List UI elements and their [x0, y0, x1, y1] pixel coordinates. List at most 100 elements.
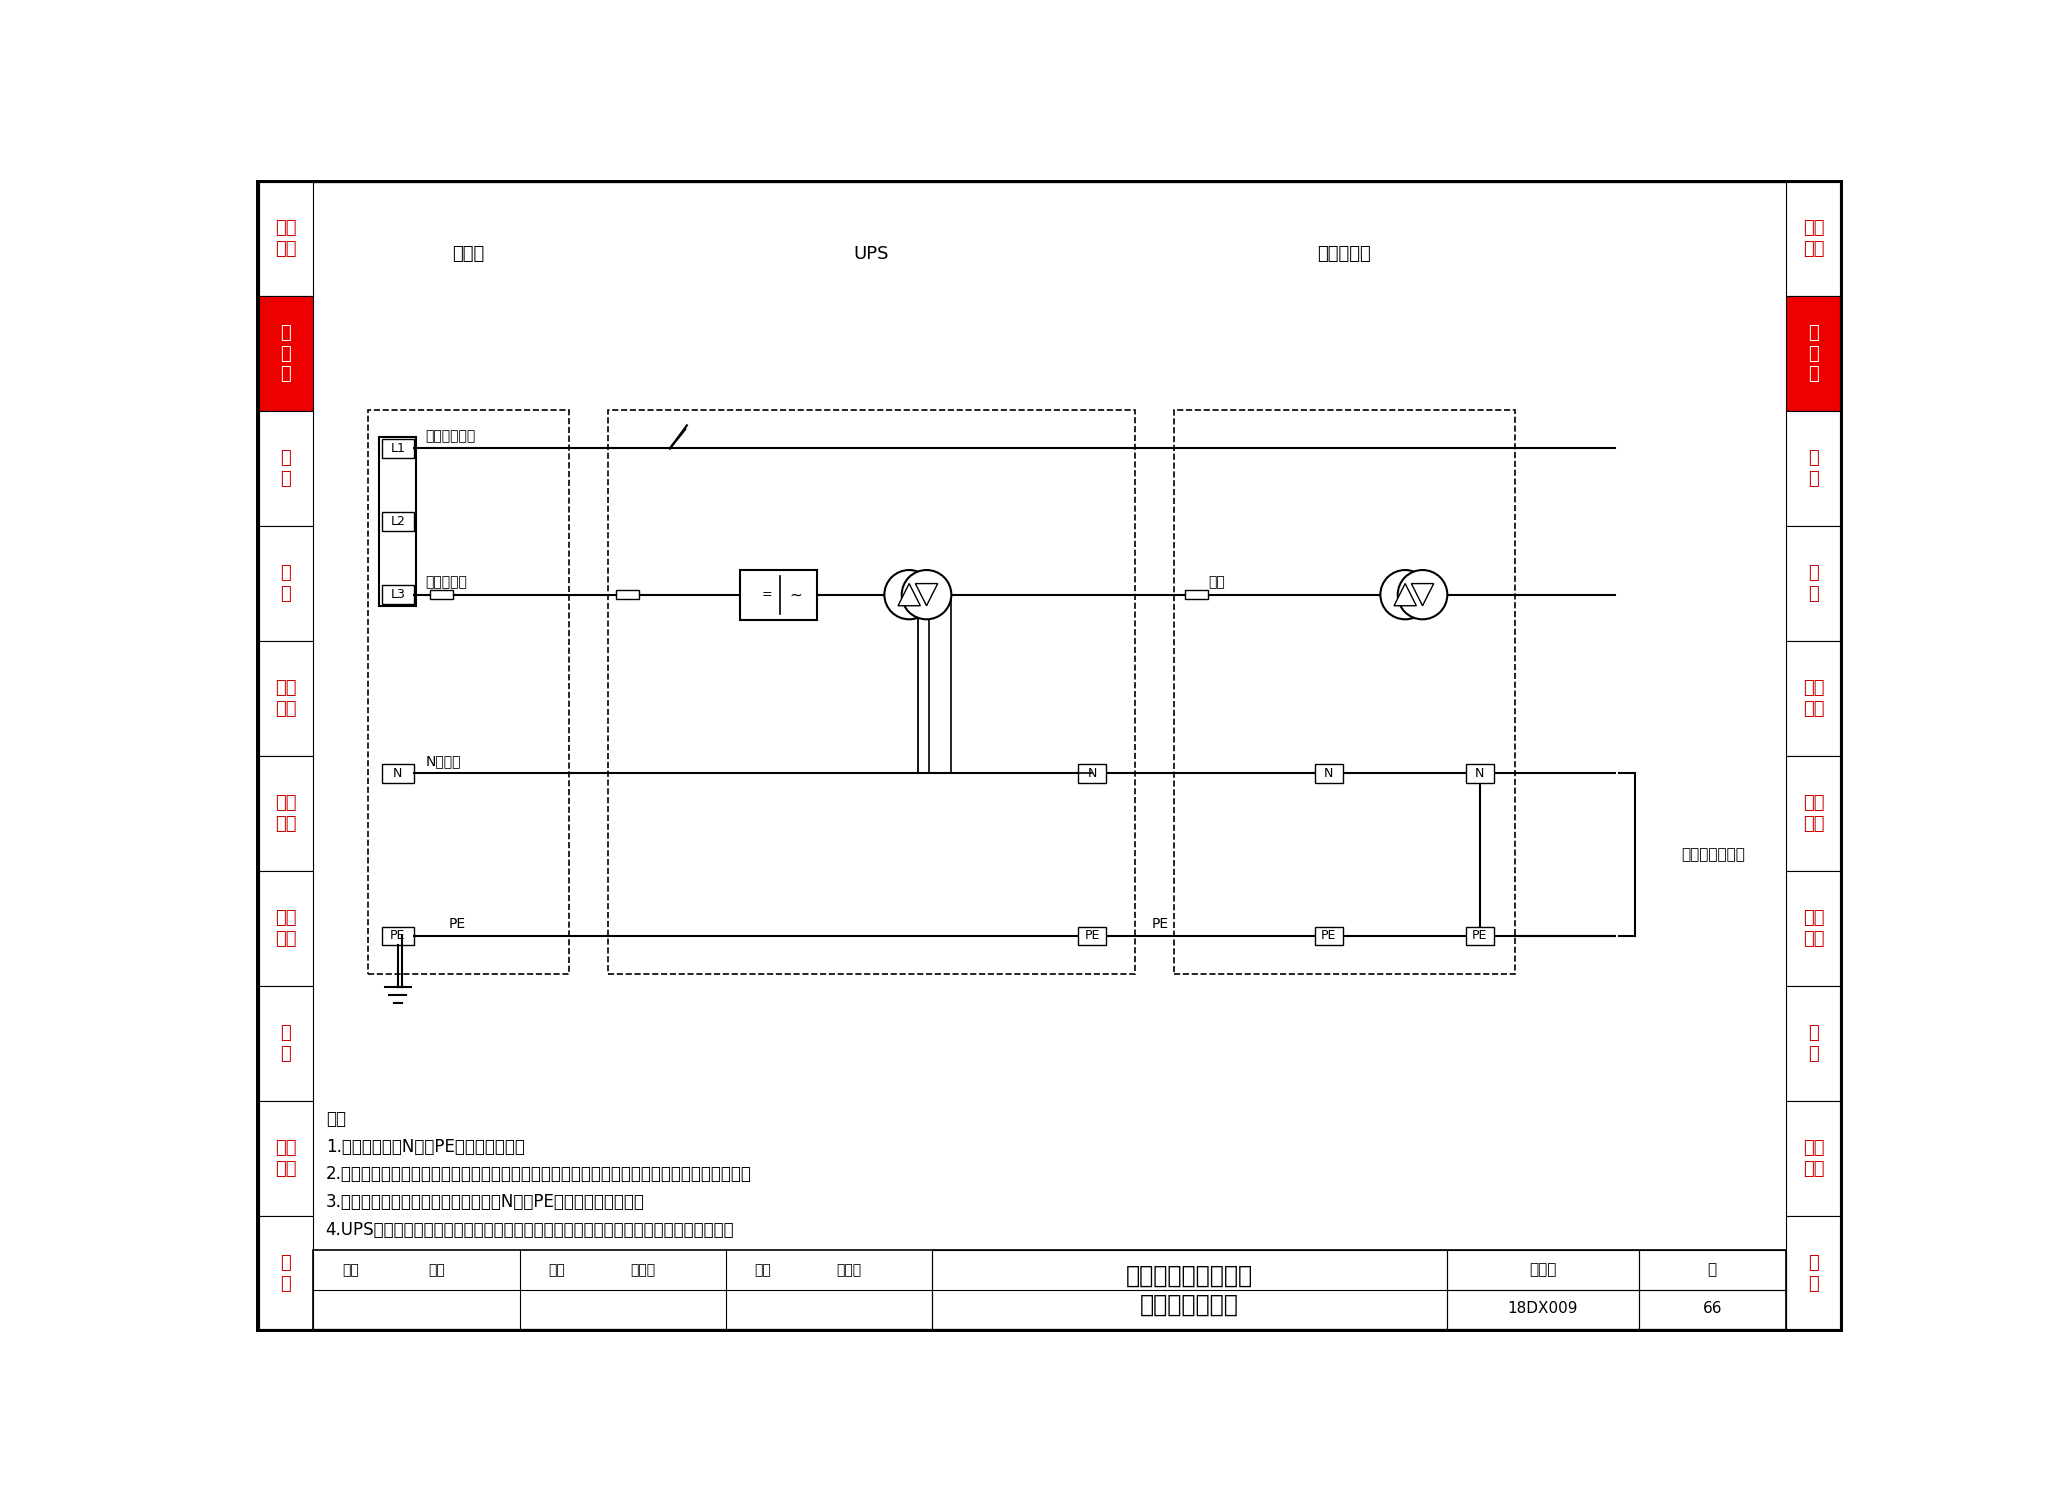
Text: L2: L2 — [391, 515, 406, 528]
Bar — [1786, 525, 1841, 641]
Bar — [1174, 410, 1516, 975]
Bar — [1786, 296, 1841, 412]
Bar — [608, 410, 1135, 975]
Bar — [258, 987, 313, 1100]
Bar — [381, 585, 414, 603]
Text: 接
地: 接 地 — [1808, 449, 1819, 488]
Text: 66: 66 — [1702, 1301, 1722, 1316]
Bar — [258, 641, 313, 756]
Text: UPS: UPS — [854, 246, 889, 263]
Bar — [1466, 927, 1493, 945]
Bar — [1638, 1250, 1786, 1331]
Text: 三相主输入: 三相主输入 — [426, 575, 467, 590]
Text: 4.UPS设备在逆变器输出侧设置隔离变压器，使逆变器中性点接地，并与旁路电源隔离。: 4.UPS设备在逆变器输出侧设置隔离变压器，使逆变器中性点接地，并与旁路电源隔离… — [326, 1222, 735, 1240]
Bar — [1186, 590, 1208, 599]
Text: 供
配
电: 供 配 电 — [281, 323, 291, 383]
Bar — [1466, 763, 1493, 783]
Text: 电磁
屏蔽: 电磁 屏蔽 — [274, 793, 297, 832]
Circle shape — [885, 570, 934, 620]
Text: 孙兰: 孙兰 — [428, 1263, 444, 1277]
Text: L1: L1 — [391, 442, 406, 455]
Circle shape — [1380, 570, 1430, 620]
Bar — [258, 1216, 313, 1331]
Circle shape — [901, 570, 952, 620]
Text: 接电子信息设备: 接电子信息设备 — [1681, 847, 1745, 862]
Bar — [1786, 181, 1841, 296]
Text: 空气
调节: 空气 调节 — [1802, 909, 1825, 948]
Text: N: N — [393, 766, 403, 780]
Text: 工程
示例: 工程 示例 — [274, 1139, 297, 1178]
Text: 附
录: 附 录 — [281, 1254, 291, 1293]
Text: 18DX009: 18DX009 — [1507, 1301, 1579, 1316]
Text: 消
防: 消 防 — [1808, 1024, 1819, 1063]
Text: 钟景华: 钟景华 — [838, 1263, 862, 1277]
Text: 变电所: 变电所 — [453, 246, 485, 263]
Text: 建筑
结构: 建筑 结构 — [1802, 219, 1825, 257]
Text: 监
控: 监 控 — [281, 564, 291, 603]
Text: 消
防: 消 防 — [281, 1024, 291, 1063]
Text: N线旁路: N线旁路 — [426, 754, 461, 768]
Bar — [1448, 1250, 1638, 1331]
Bar — [1786, 412, 1841, 525]
Text: 昊怀颐: 昊怀颐 — [631, 1263, 655, 1277]
Text: 建筑
结构: 建筑 结构 — [274, 219, 297, 257]
Text: 3.在配电列头柜内装设隔离变压器后，N线与PE线才可短接并接地。: 3.在配电列头柜内装设隔离变压器后，N线与PE线才可短接并接地。 — [326, 1193, 645, 1211]
Text: 三相旁路输入: 三相旁路输入 — [426, 430, 475, 443]
Bar — [932, 1250, 1448, 1331]
Bar — [381, 439, 414, 458]
Polygon shape — [915, 584, 938, 606]
Text: 1.零地电压是指N线与PE线之间的电压。: 1.零地电压是指N线与PE线之间的电压。 — [326, 1138, 524, 1156]
Text: PE: PE — [1151, 916, 1169, 931]
Text: 校对: 校对 — [549, 1263, 565, 1277]
Text: N: N — [1323, 766, 1333, 780]
Bar — [1079, 763, 1106, 783]
Text: 电磁
屏蔽: 电磁 屏蔽 — [1802, 793, 1825, 832]
Text: 三相: 三相 — [1208, 575, 1225, 590]
Bar — [258, 296, 313, 412]
Text: 设计: 设计 — [754, 1263, 772, 1277]
Circle shape — [1397, 570, 1448, 620]
Bar — [381, 512, 414, 531]
Bar — [1315, 927, 1343, 945]
Text: 工程
示例: 工程 示例 — [1802, 1139, 1825, 1178]
Text: 注：: 注： — [326, 1111, 346, 1129]
Bar — [1786, 871, 1841, 987]
Polygon shape — [1411, 584, 1434, 606]
Text: PE: PE — [1321, 930, 1335, 942]
Text: 图集号: 图集号 — [1530, 1262, 1556, 1277]
Bar — [367, 410, 569, 975]
Bar — [1079, 927, 1106, 945]
Text: 利用隔离变压器降低: 利用隔离变压器降低 — [1126, 1263, 1253, 1287]
Text: 接
地: 接 地 — [281, 449, 291, 488]
Text: PE: PE — [449, 916, 467, 931]
Bar — [381, 763, 414, 783]
Bar — [258, 756, 313, 871]
Text: PE: PE — [1473, 930, 1487, 942]
Text: 零地电压原理图: 零地电压原理图 — [1141, 1293, 1239, 1317]
Bar — [1786, 756, 1841, 871]
Bar — [1786, 1216, 1841, 1331]
Text: 页: 页 — [1708, 1262, 1716, 1277]
Text: PE: PE — [389, 930, 406, 942]
Bar — [1786, 641, 1841, 756]
Text: L3: L3 — [391, 588, 406, 602]
Bar — [258, 871, 313, 987]
Bar — [258, 181, 313, 296]
Bar — [1786, 1100, 1841, 1216]
Bar — [313, 1250, 1786, 1331]
Text: 网络
布线: 网络 布线 — [274, 680, 297, 719]
Polygon shape — [897, 584, 920, 606]
Bar — [258, 1100, 313, 1216]
Text: 附
录: 附 录 — [1808, 1254, 1819, 1293]
Bar — [258, 412, 313, 525]
Text: 监
控: 监 控 — [1808, 564, 1819, 603]
Bar — [381, 927, 414, 945]
Bar — [258, 525, 313, 641]
Bar — [1315, 763, 1343, 783]
Text: 供
配
电: 供 配 电 — [1808, 323, 1819, 383]
Bar — [1786, 987, 1841, 1100]
Text: N: N — [1475, 766, 1485, 780]
Bar — [430, 590, 453, 599]
Text: 2.当零地电压不满足电子信息设备要求时，在配电列头柜内增加隔离变压器，以降低零地电压。: 2.当零地电压不满足电子信息设备要求时，在配电列头柜内增加隔离变压器，以降低零地… — [326, 1166, 752, 1184]
Text: 审核: 审核 — [342, 1263, 358, 1277]
